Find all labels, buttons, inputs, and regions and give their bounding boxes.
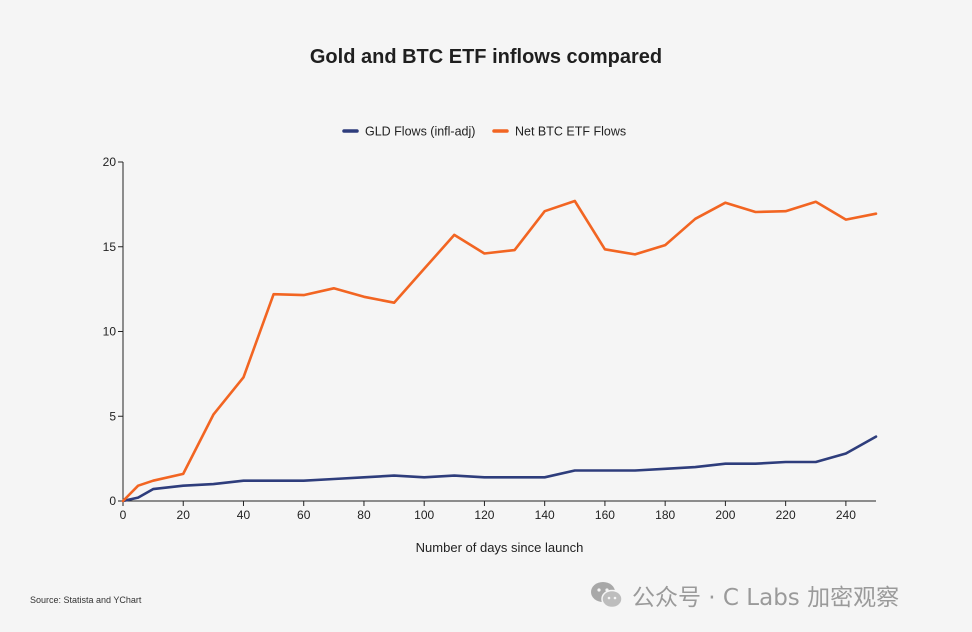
watermark: 公众号 · C Labs 加密观察 xyxy=(590,578,899,612)
series-lines xyxy=(121,199,878,503)
legend-label: GLD Flows (infl-adj) xyxy=(365,125,475,139)
x-tick-label: 160 xyxy=(595,508,615,522)
y-tick-label: 20 xyxy=(103,155,117,169)
wechat-icon xyxy=(591,582,623,609)
x-tick-label: 80 xyxy=(357,508,371,522)
y-tick-label: 10 xyxy=(103,325,117,339)
watermark-text: 公众号 · C Labs 加密观察 xyxy=(632,585,900,611)
y-tick-label: 0 xyxy=(109,494,116,508)
x-tick-label: 20 xyxy=(177,508,191,522)
x-tick-label: 240 xyxy=(836,508,856,522)
x-tick-label: 180 xyxy=(655,508,675,522)
source-note: Source: Statista and YChart xyxy=(30,595,142,605)
chart-title: Gold and BTC ETF inflows compared xyxy=(309,46,663,68)
y-tick-label: 15 xyxy=(103,240,117,254)
x-tick-label: 220 xyxy=(776,508,796,522)
series-line-btc xyxy=(121,199,878,503)
x-axis-ticks: 0 20 40 60 80 100 120 140 160 180 200 220 240 xyxy=(120,501,856,522)
legend-label: Net BTC ETF Flows xyxy=(515,125,626,139)
legend: GLD Flows (infl-adj) Net BTC ETF Flows xyxy=(342,125,626,139)
x-axis-title: Number of days since launch xyxy=(416,540,584,555)
x-tick-label: 0 xyxy=(120,508,127,522)
x-tick-label: 120 xyxy=(474,508,494,522)
y-axis-ticks: 0 5 10 15 20 xyxy=(103,155,123,508)
x-tick-label: 140 xyxy=(535,508,555,522)
x-tick-label: 60 xyxy=(297,508,311,522)
x-tick-label: 200 xyxy=(715,508,735,522)
y-tick-label: 5 xyxy=(109,409,116,423)
x-tick-label: 100 xyxy=(414,508,434,522)
series-line-gld xyxy=(121,435,878,503)
x-tick-label: 40 xyxy=(237,508,251,522)
